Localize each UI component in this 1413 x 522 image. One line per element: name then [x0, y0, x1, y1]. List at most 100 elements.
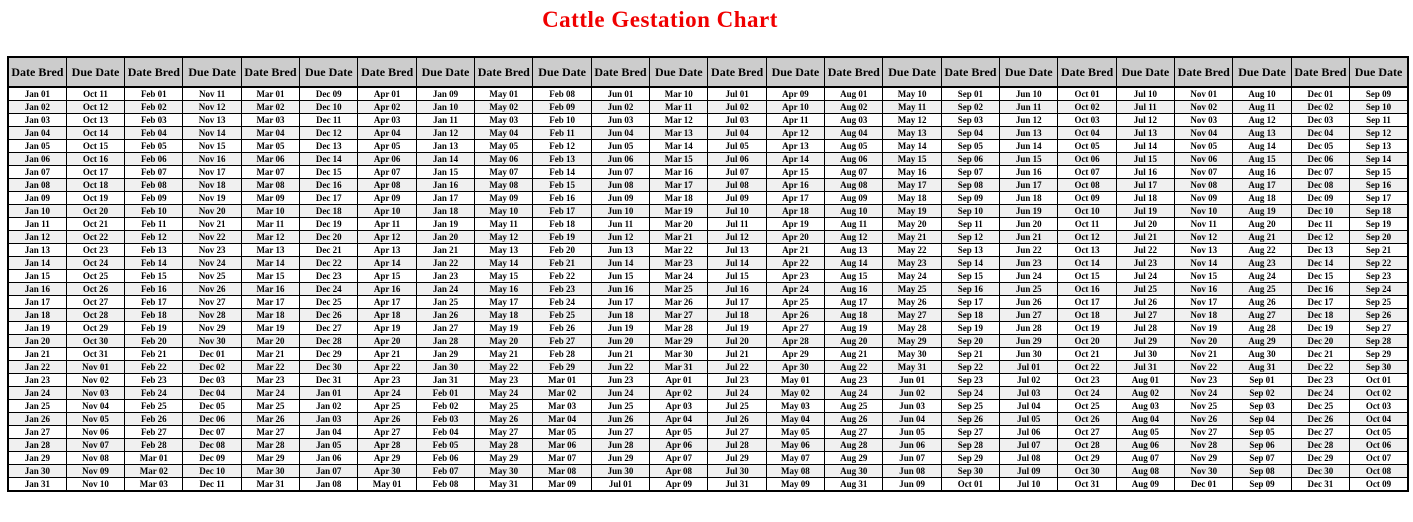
due-date-cell: Jul 02 [999, 373, 1059, 387]
date-bred-cell: Jul 29 [707, 451, 767, 465]
date-bred-cell: Aug 07 [824, 165, 884, 179]
date-bred-cell: Feb 12 [124, 230, 184, 244]
date-bred-cell: Apr 08 [357, 178, 417, 192]
date-bred-cell: Dec 07 [1290, 165, 1351, 179]
date-bred-cell: Dec 22 [1290, 360, 1351, 374]
date-bred-cell: Mar 15 [240, 269, 301, 283]
due-date-cell: Dec 07 [182, 425, 242, 439]
due-date-cell: Jul 04 [999, 399, 1059, 413]
due-date-cell: Nov 29 [182, 321, 242, 335]
date-bred-cell: May 27 [474, 425, 534, 439]
date-bred-cell: Aug 13 [824, 243, 884, 257]
date-bred-cell: Jan 26 [7, 412, 67, 426]
date-bred-cell: Jun 19 [590, 321, 651, 335]
date-bred-cell: Dec 21 [1290, 347, 1351, 361]
due-date-cell: May 21 [882, 230, 942, 244]
due-date-cell: Jun 10 [999, 86, 1059, 101]
due-date-cell: Nov 23 [182, 243, 242, 257]
date-bred-cell: Sep 26 [940, 412, 1001, 426]
due-date-cell: Jul 01 [999, 360, 1059, 374]
due-date-cell: Jan 05 [299, 438, 359, 452]
due-date-cell: Jun 08 [882, 464, 942, 478]
due-date-cell: Oct 08 [1349, 464, 1409, 478]
due-date-cell: Jul 03 [999, 386, 1059, 400]
due-date-cell: Mar 14 [649, 139, 709, 153]
date-bred-cell: Jun 08 [590, 178, 651, 192]
date-bred-cell: Apr 21 [357, 347, 417, 361]
due-date-cell: Jan 30 [415, 360, 476, 374]
due-date-cell: Jun 28 [999, 321, 1059, 335]
due-date-cell: May 01 [765, 373, 826, 387]
due-date-cell: May 03 [765, 399, 826, 413]
date-bred-cell: May 08 [474, 178, 534, 192]
date-bred-cell: Mar 03 [124, 477, 184, 492]
due-date-cell: Jun 30 [999, 347, 1059, 361]
date-bred-cell: Jun 28 [590, 438, 651, 452]
date-bred-cell: Nov 12 [1174, 230, 1234, 244]
due-date-cell: Aug 25 [1232, 282, 1292, 296]
due-date-cell: Dec 29 [299, 347, 359, 361]
due-date-cell: Dec 27 [299, 321, 359, 335]
table-header: Date Bred Due Date Date Bred Due Date Date B… [7, 56, 1409, 88]
date-bred-cell: Oct 14 [1057, 256, 1117, 270]
due-date-cell: Jan 26 [415, 308, 476, 322]
due-date-cell: Sep 12 [1349, 126, 1409, 140]
date-bred-cell: Oct 29 [1057, 451, 1117, 465]
date-bred-cell: Jul 09 [707, 191, 767, 205]
date-bred-cell: Feb 02 [124, 100, 184, 114]
date-bred-cell: Feb 11 [124, 217, 184, 231]
date-bred-cell: Oct 07 [1057, 165, 1117, 179]
table-row: Jan 08 Oct 18 Feb 08 Nov 18 Mar 08 Dec 16 Apr … [7, 178, 1409, 192]
table-row: Jan 31 Nov 10 Mar 03 Dec 11 Mar 31 Jan 08 May … [7, 477, 1409, 492]
due-date-cell: Apr 23 [765, 269, 826, 283]
due-date-cell: Dec 26 [299, 308, 359, 322]
due-date-cell: Aug 07 [1115, 451, 1176, 465]
date-bred-cell: Oct 23 [1057, 373, 1117, 387]
table-row: Jan 20 Oct 30 Feb 20 Nov 30 Mar 20 Dec 28 Apr … [7, 334, 1409, 348]
due-date-cell: Jul 29 [1115, 334, 1176, 348]
due-date-cell: Feb 14 [532, 165, 592, 179]
due-date-cell: Jun 19 [999, 204, 1059, 218]
due-date-cell: Mar 21 [649, 230, 709, 244]
date-bred-cell: Jul 06 [707, 152, 767, 166]
date-bred-cell: Jan 19 [7, 321, 67, 335]
date-bred-cell: Dec 13 [1290, 243, 1351, 257]
due-date-cell: Sep 02 [1232, 386, 1292, 400]
due-date-cell: Nov 27 [182, 295, 242, 309]
due-date-cell: Apr 02 [649, 386, 709, 400]
date-bred-cell: May 06 [474, 152, 534, 166]
date-bred-cell: Sep 08 [940, 178, 1001, 192]
due-date-cell: Oct 21 [65, 217, 126, 231]
date-bred-cell: Dec 26 [1290, 412, 1351, 426]
due-date-cell: Nov 18 [182, 178, 242, 192]
date-bred-cell: Sep 20 [940, 334, 1001, 348]
header-date-bred: Date Bred [124, 56, 184, 88]
due-date-cell: Jul 08 [999, 451, 1059, 465]
header-date-bred: Date Bred [357, 56, 417, 88]
date-bred-cell: Dec 12 [1290, 230, 1351, 244]
date-bred-cell: Feb 05 [124, 139, 184, 153]
due-date-cell: Feb 08 [415, 477, 476, 492]
due-date-cell: Aug 26 [1232, 295, 1292, 309]
due-date-cell: Jun 23 [999, 256, 1059, 270]
due-date-cell: Jan 07 [299, 464, 359, 478]
due-date-cell: Sep 30 [1349, 360, 1409, 374]
date-bred-cell: Aug 06 [824, 152, 884, 166]
date-bred-cell: Jan 04 [7, 126, 67, 140]
due-date-cell: Jun 05 [882, 425, 942, 439]
due-date-cell: Dec 30 [299, 360, 359, 374]
due-date-cell: Oct 12 [65, 100, 126, 114]
due-date-cell: Jul 27 [1115, 308, 1176, 322]
due-date-cell: Oct 01 [1349, 373, 1409, 387]
due-date-cell: Aug 05 [1115, 425, 1176, 439]
date-bred-cell: Apr 25 [357, 399, 417, 413]
header-date-bred: Date Bred [7, 56, 67, 88]
due-date-cell: Apr 16 [765, 178, 826, 192]
date-bred-cell: Jul 16 [707, 282, 767, 296]
due-date-cell: Aug 31 [1232, 360, 1292, 374]
date-bred-cell: Apr 27 [357, 425, 417, 439]
due-date-cell: Apr 18 [765, 204, 826, 218]
due-date-cell: Jun 11 [999, 100, 1059, 114]
due-date-cell: Jun 29 [999, 334, 1059, 348]
date-bred-cell: Oct 30 [1057, 464, 1117, 478]
